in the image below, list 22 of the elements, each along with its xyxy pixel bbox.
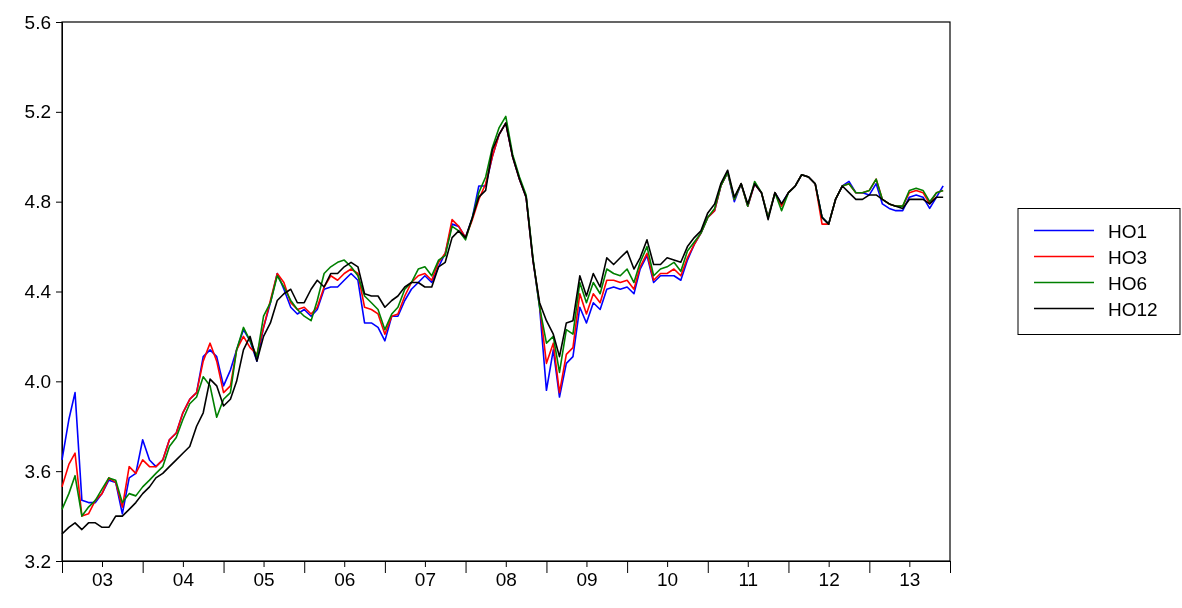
y-tick-label: 5.6 (24, 11, 51, 33)
x-tick-label: 06 (334, 569, 356, 591)
legend-label: HO1 (1108, 220, 1148, 242)
x-tick-label: 08 (495, 569, 517, 591)
legend-label: HO12 (1108, 298, 1158, 320)
x-tick-label: 04 (172, 569, 195, 591)
y-tick-label: 5.2 (24, 101, 51, 123)
x-tick-label: 07 (414, 569, 436, 591)
x-tick-label: 10 (657, 569, 679, 591)
y-tick-label: 4.8 (24, 191, 51, 213)
y-tick-label: 3.2 (24, 550, 51, 572)
y-tick-label: 3.6 (24, 460, 51, 482)
x-tick-label: 12 (818, 569, 840, 591)
y-tick-label: 4.0 (24, 370, 51, 392)
x-tick-label: 05 (253, 569, 275, 591)
x-tick-label: 03 (91, 569, 114, 591)
legend-label: HO3 (1108, 246, 1148, 268)
x-tick-label: 13 (899, 569, 921, 591)
x-tick-label: 11 (738, 569, 759, 591)
x-tick-label: 09 (576, 569, 598, 591)
legend-label: HO6 (1108, 272, 1148, 294)
y-tick-label: 4.4 (24, 281, 52, 303)
